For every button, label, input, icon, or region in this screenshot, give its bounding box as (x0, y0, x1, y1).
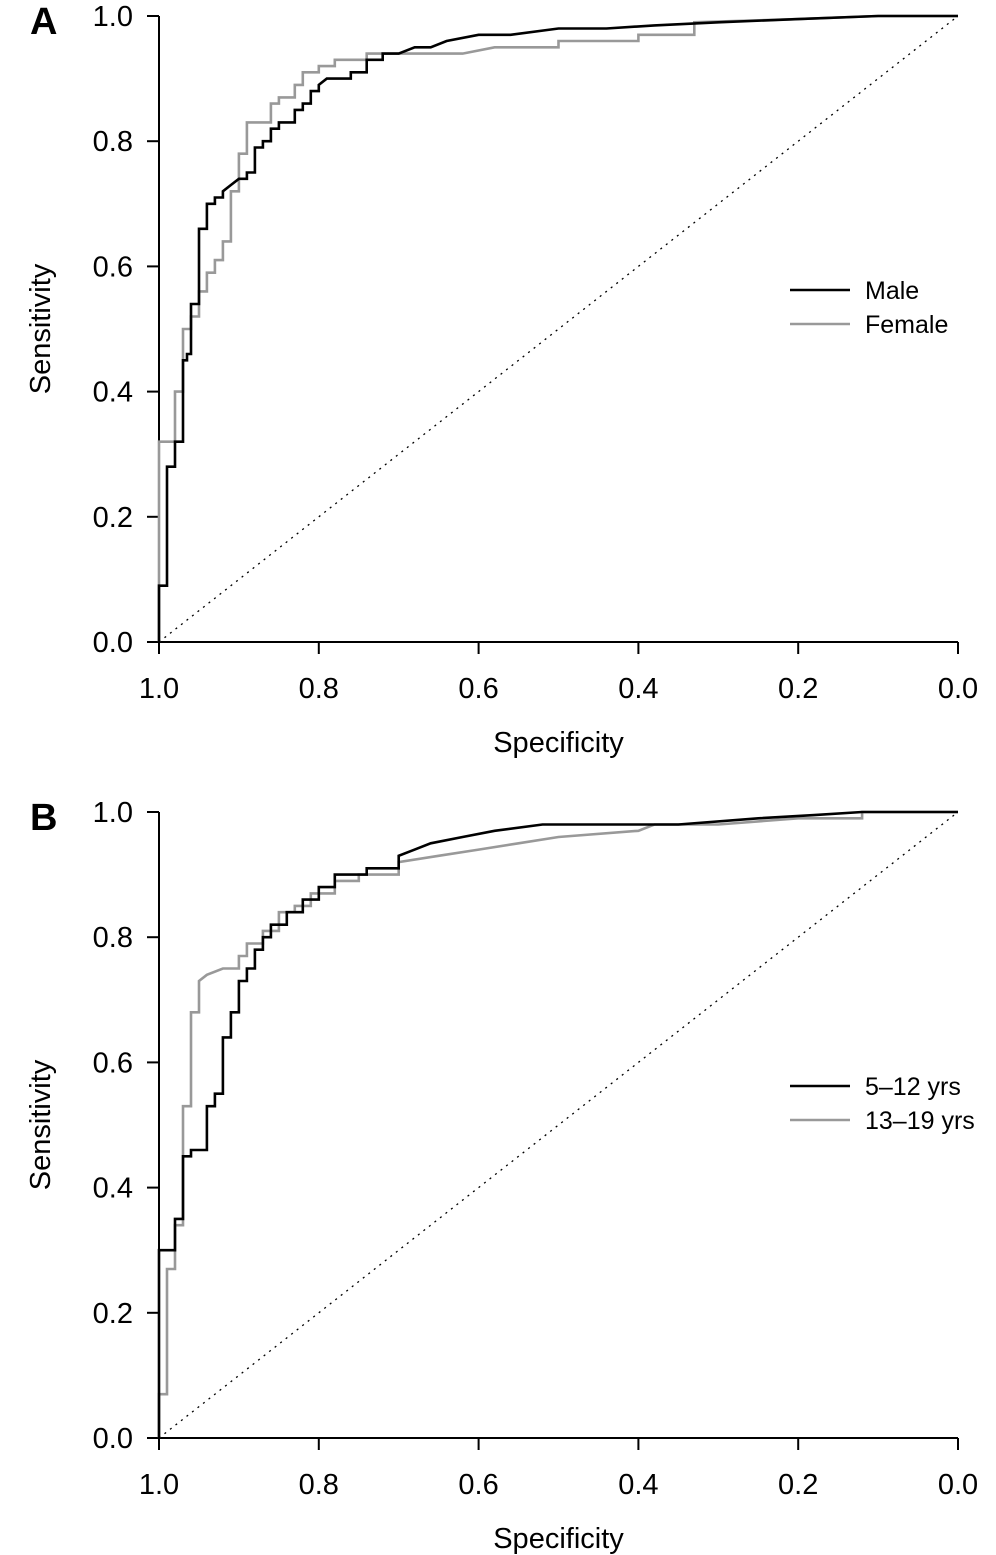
y-tick-label: 0.6 (93, 251, 133, 283)
legend-label: Male (865, 277, 919, 305)
y-tick-label: 0.8 (93, 922, 133, 954)
x-tick-label: 0.8 (299, 673, 339, 705)
reference-diagonal (158, 811, 959, 1439)
y-tick-label: 0.8 (93, 126, 133, 158)
x-tick-label: 0.8 (299, 1469, 339, 1501)
series-line-13-19-yrs (157, 810, 958, 1438)
reference-diagonal (158, 15, 959, 643)
legend-label: Female (865, 311, 948, 339)
x-tick-label: 0.4 (618, 1469, 658, 1501)
series-line-male (157, 14, 958, 642)
legend: Male Female (790, 277, 948, 339)
y-axis-title: Sensitivity (25, 1059, 57, 1190)
x-tick-label: 0.0 (938, 673, 978, 705)
y-axis-title: Sensitivity (25, 263, 57, 394)
y-tick-label: 0.2 (93, 1298, 133, 1330)
y-tick-label: 0.2 (93, 502, 133, 534)
x-tick-label: 0.6 (458, 1469, 498, 1501)
x-tick-label: 0.2 (778, 1469, 818, 1501)
series-line-5-12-yrs (157, 810, 958, 1438)
y-tick-label: 0.4 (93, 377, 133, 409)
x-tick-label: 0.6 (458, 673, 498, 705)
chart-panel-b: B 0.0 0.2 0.4 0.6 0.8 1.0 1.0 0.8 0.6 0.4 0.2 0.0 Spe… (25, 797, 978, 1555)
y-tick-label: 1.0 (93, 797, 133, 829)
x-tick-label: 0.0 (938, 1469, 978, 1501)
x-tick-label: 1.0 (139, 673, 179, 705)
x-tick-label: 0.2 (778, 673, 818, 705)
y-tick-label: 0.0 (93, 627, 133, 659)
x-tick-label: 1.0 (139, 1469, 179, 1501)
legend: 5–12 yrs 13–19 yrs (790, 1073, 975, 1135)
legend-label: 5–12 yrs (865, 1073, 961, 1101)
x-tick-label: 0.4 (618, 673, 658, 705)
series-line-female (157, 14, 958, 642)
y-tick-label: 0.0 (93, 1423, 133, 1455)
y-tick-label: 0.6 (93, 1047, 133, 1079)
panel-letter: A (30, 1, 57, 43)
y-tick-label: 0.4 (93, 1173, 133, 1205)
panel-letter: B (30, 797, 57, 839)
y-tick-label: 1.0 (93, 1, 133, 33)
legend-label: 13–19 yrs (865, 1107, 975, 1135)
chart-panel-a: A 0.0 0.2 0.4 0.6 0.8 1.0 1.0 0.8 0.6 0.4 0.2 0.0 Spe… (25, 1, 978, 759)
x-axis-title: Specificity (493, 1523, 624, 1555)
x-axis-title: Specificity (493, 727, 624, 759)
